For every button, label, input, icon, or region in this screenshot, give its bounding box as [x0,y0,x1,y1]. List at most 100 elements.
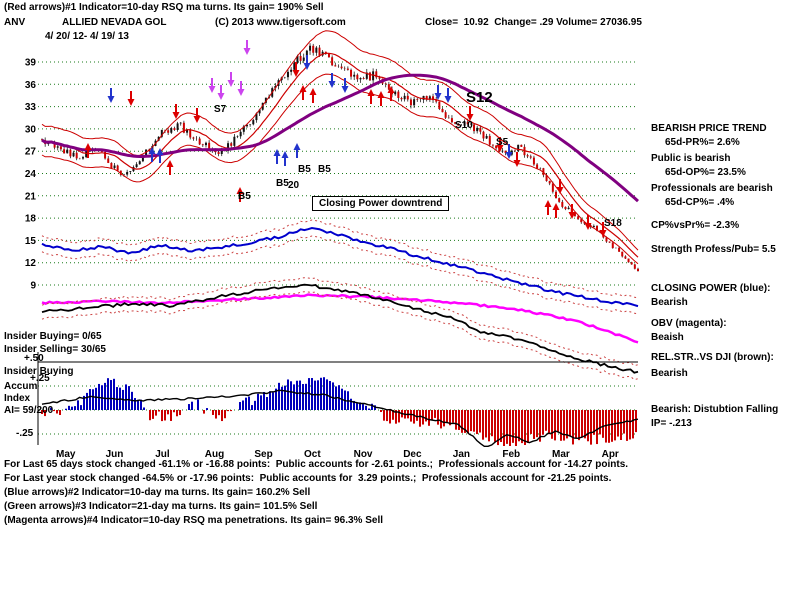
r-buy-arrow-head-icon [299,85,307,92]
x-axis-month-label: Oct [304,449,321,460]
signal-label-b5: B5 [238,191,251,202]
analysis-text-line: CP%vsPr%= -2.3% [651,220,740,231]
closing-power-upper-band [41,219,639,299]
rel-str-lower-band [41,291,639,381]
b-sell-arrow-head-icon [341,86,349,93]
minus25-label: -.25 [16,428,34,439]
signal-label-s10: S10 [455,120,473,131]
y-axis-label: 27 [25,147,37,158]
signal-label-b5: B5 [276,178,289,189]
r-sell-arrow-head-icon [556,187,564,194]
r-buy-arrow-head-icon [552,203,560,210]
analysis-text-line: OBV (magenta): [651,318,727,329]
y-axis-label: 18 [25,214,37,225]
insider-selling-count: Insider Selling= 30/65 [4,344,106,355]
analysis-text-line: Professionals are bearish [651,183,773,194]
x-axis-month-label: Feb [502,449,520,460]
y-axis-label: 24 [25,169,37,180]
b-sell-arrow-head-icon [328,81,336,88]
ai-value: AI= 59/200 [4,405,54,416]
analysis-text-line: 65d-PR%= 2.6% [665,137,740,148]
analysis-text-line: 65d-OP%= 23.5% [665,167,746,178]
x-axis-month-label: Jun [106,449,124,460]
b-buy-arrow-head-icon [148,147,156,154]
footer-legend-line: (Magenta arrows)#4 Indicator=10-day RSQ … [4,515,384,526]
y-axis-label: 15 [25,236,37,247]
x-axis-month-label: Sep [254,449,272,460]
r-sell-arrow-head-icon [466,114,474,121]
analysis-text-line: IP= -.213 [651,418,692,429]
plus25-label: +.25 [30,373,50,384]
r-buy-arrow-head-icon [236,187,244,194]
signal-label-b5: B5 [318,164,331,175]
copyright-label: (C) 2013 www.tigersoft.com [215,17,346,28]
footer-legend-line: For Last year stock changed -64.5% or -1… [4,473,612,484]
b-sell-arrow-head-icon [505,152,513,159]
r-sell-arrow-head-icon [568,212,576,219]
analysis-text-line: 65d-CP%= .4% [665,197,735,208]
analysis-text-line: Bearish: Distubtion Falling [651,404,779,415]
x-axis-month-label: Apr [602,449,619,460]
r-buy-arrow-head-icon [309,88,317,95]
upper-envelope-line [41,30,639,251]
rel-str-upper-band [41,277,639,367]
r-sell-arrow-head-icon [193,116,201,123]
b-sell-arrow-head-icon [107,96,115,103]
r-buy-arrow-head-icon [544,200,552,207]
footer-legend-line: For Last 65 days stock changed -61.1% or… [4,459,629,470]
analysis-text-line: BEARISH PRICE TREND [651,123,767,134]
r-buy-arrow-head-icon [84,143,92,150]
y-axis-label: 30 [25,124,37,135]
b-sell-arrow-head-icon [303,63,311,70]
closing-power-line [41,226,639,308]
r-buy-arrow-head-icon [377,91,385,98]
footer-legend-line: (Blue arrows)#2 Indicator=10-day ma turn… [4,487,311,498]
plus50-label: +.50 [24,353,44,364]
rel-str-line [41,283,639,374]
b-buy-arrow-head-icon [156,148,164,155]
m-sell-arrow-head-icon [208,86,216,93]
x-axis-month-label: May [56,449,76,460]
r-sell-arrow-head-icon [172,112,180,119]
insider-buying-count: Insider Buying= 0/65 [4,331,102,342]
obv-line [41,293,639,344]
analysis-text-line: Public is bearish [651,153,731,164]
y-axis-label: 21 [25,191,37,202]
analysis-text-line: CLOSING POWER (blue): [651,283,771,294]
accum-index-line [41,389,639,447]
analysis-text-line: Strength Profess/Pub= 5.5 [651,244,776,255]
analysis-text-line: Beaish [651,332,684,343]
x-axis-month-label: Jan [453,449,470,460]
r-sell-arrow-head-icon [292,70,300,77]
quote-line: Close= 10.92 Change= .29 Volume= 27036.9… [425,17,642,28]
analysis-text-line: Bearish [651,368,688,379]
r-sell-arrow-head-icon [496,145,504,152]
y-axis-label: 9 [30,281,36,292]
ma-50day-line [41,73,639,203]
b-buy-arrow-head-icon [281,151,289,158]
r-buy-arrow-head-icon [166,160,174,167]
y-axis-label: 36 [25,80,37,91]
m-sell-arrow-head-icon [237,89,245,96]
y-axis-label: 33 [25,102,37,113]
analysis-panel: BEARISH PRICE TREND 65d-PR%= 2.6% Public i… [651,122,800,430]
b-sell-arrow-head-icon [434,93,442,100]
footer-legend-line: (Green arrows)#3 Indicator=21-day ma tur… [4,501,318,512]
closing-power-downtrend-box: Closing Power downtrend [312,196,450,211]
signal-label-s5: S5 [496,137,509,148]
m-sell-arrow-head-icon [217,93,225,100]
ticker-symbol: ANV [4,17,26,28]
y-axis-label: 39 [25,58,37,69]
b-buy-arrow-head-icon [273,149,281,156]
analysis-text-line: Bearish [651,297,688,308]
b-sell-arrow-head-icon [444,96,452,103]
x-axis-month-label: Aug [205,449,224,460]
ma-10day-line [41,52,639,258]
x-axis-month-label: Dec [403,449,422,460]
b-buy-arrow-head-icon [293,143,301,150]
signal-label-s18: S18 [604,218,622,229]
footer-legends: For Last 65 days stock changed -61.1% or… [4,458,800,528]
r-sell-arrow-head-icon [513,160,521,167]
m-sell-arrow-head-icon [227,80,235,87]
